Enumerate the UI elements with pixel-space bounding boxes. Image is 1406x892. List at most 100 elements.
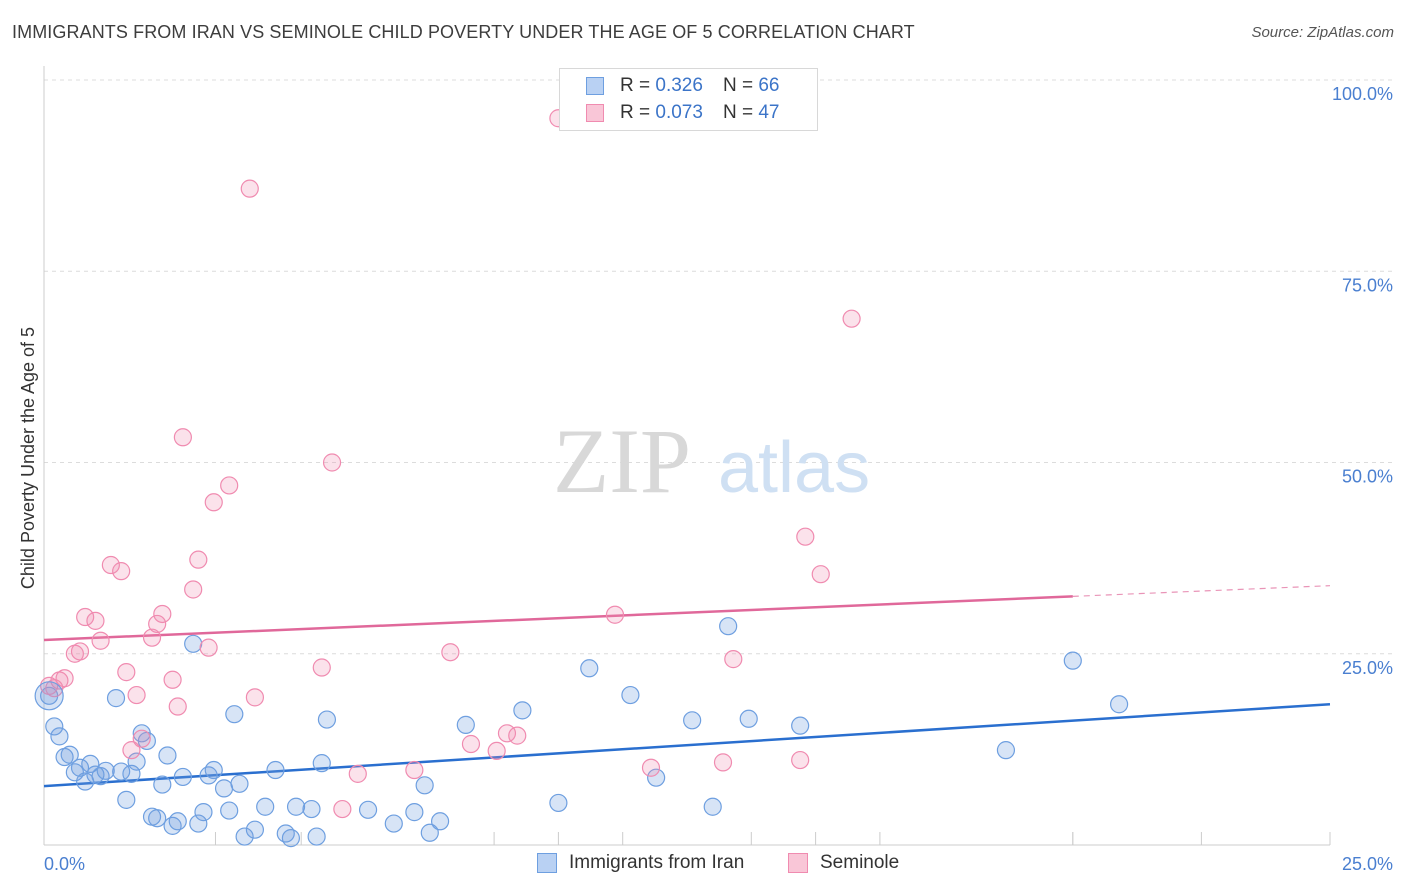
point-seminole xyxy=(348,764,367,783)
watermark-atlas: atlas xyxy=(718,428,870,508)
point-iran xyxy=(791,716,810,735)
point-iran xyxy=(220,801,239,820)
point-iran xyxy=(158,746,177,765)
trend-line-seminole-extension xyxy=(1072,585,1331,597)
legend-row-seminole: R = 0.073 N = 47 xyxy=(586,102,779,124)
point-iran xyxy=(513,701,532,720)
point-iran xyxy=(358,800,378,819)
point-iran xyxy=(384,814,403,833)
point-seminole xyxy=(333,799,352,819)
trend-line-seminole xyxy=(43,595,1073,642)
point-seminole xyxy=(101,555,120,575)
point-iran xyxy=(647,768,666,787)
point-seminole xyxy=(148,614,167,634)
y-tick-label: 100.0% xyxy=(1332,84,1393,104)
point-iran xyxy=(173,767,192,787)
point-iran xyxy=(415,776,434,795)
bottom-legend-swatch-iran xyxy=(537,853,557,873)
y-tick-label: 75.0% xyxy=(1342,275,1393,295)
point-seminole xyxy=(461,734,481,754)
point-iran xyxy=(225,705,244,724)
point-seminole xyxy=(168,697,187,716)
point-iran xyxy=(281,829,301,848)
point-iran xyxy=(456,715,475,734)
point-iran xyxy=(148,809,167,828)
point-seminole xyxy=(122,741,141,760)
point-iran xyxy=(266,760,285,780)
y-axis-label: Child Poverty Under the Age of 5 xyxy=(18,327,38,589)
point-iran xyxy=(739,709,758,728)
legend-r-value: 0.326 xyxy=(655,75,703,96)
point-iran xyxy=(127,752,146,771)
point-seminole xyxy=(405,760,424,780)
point-iran xyxy=(189,814,208,833)
point-iran xyxy=(214,779,234,798)
point-seminole xyxy=(153,604,172,624)
legend-n-value: 66 xyxy=(758,75,780,96)
point-iran xyxy=(286,797,306,816)
watermark: ZIP atlas xyxy=(553,410,870,512)
point-iran xyxy=(430,812,450,831)
point-iran xyxy=(302,799,321,819)
point-iran xyxy=(703,797,722,816)
legend-n-label: N = xyxy=(722,75,754,96)
point-seminole xyxy=(127,685,146,705)
point-iran xyxy=(199,766,218,785)
chart-title: IMMIGRANTS FROM IRAN VS SEMINOLE CHILD P… xyxy=(12,22,915,42)
point-seminole xyxy=(76,607,95,627)
point-iran xyxy=(420,823,439,842)
source-label: Source: ZipAtlas.com xyxy=(1251,24,1394,41)
legend-row-iran: R = 0.326 N = 66 xyxy=(586,75,779,97)
point-seminole xyxy=(791,750,810,770)
point-seminole xyxy=(605,605,625,624)
point-seminole xyxy=(132,729,151,748)
point-seminole xyxy=(641,758,661,777)
point-seminole xyxy=(189,550,208,569)
point-iran xyxy=(184,634,203,653)
legend-swatch-seminole xyxy=(586,104,604,122)
point-iran xyxy=(996,741,1016,760)
point-iran xyxy=(117,790,136,809)
point-iran xyxy=(317,710,337,729)
tick-labels: 25.0% 50.0% 75.0% 100.0% 0.0% 25.0% xyxy=(44,84,1393,874)
point-iran xyxy=(307,827,326,846)
point-iran xyxy=(230,774,249,793)
bottom-legend-seminole: Seminole xyxy=(788,852,899,874)
bottom-legend-label-seminole: Seminole xyxy=(820,852,900,873)
point-iran xyxy=(70,758,90,777)
legend-n-value: 47 xyxy=(758,102,780,123)
point-iran xyxy=(96,761,115,780)
point-iran xyxy=(256,797,275,816)
point-seminole xyxy=(796,527,815,546)
point-seminole xyxy=(240,179,259,198)
legend-n-label: N = xyxy=(722,102,754,123)
y-tick-label: 50.0% xyxy=(1342,467,1393,487)
point-seminole xyxy=(204,493,223,512)
y-tick-label: 25.0% xyxy=(1342,658,1393,678)
legend-r-label: R = xyxy=(620,75,651,96)
point-iran-cluster xyxy=(34,681,64,711)
point-seminole xyxy=(199,638,218,657)
x-tick-label: 0.0% xyxy=(44,854,85,874)
bottom-legend-iran: Immigrants from Iran xyxy=(537,852,744,874)
point-seminole xyxy=(142,628,162,647)
point-seminole xyxy=(184,580,203,599)
point-iran xyxy=(683,711,702,730)
legend-r-label: R = xyxy=(620,102,651,123)
point-iran xyxy=(91,767,110,786)
point-seminole xyxy=(312,658,331,677)
point-seminole xyxy=(173,428,192,447)
point-iran xyxy=(621,685,640,705)
point-seminole xyxy=(713,753,733,772)
point-iran xyxy=(60,745,79,764)
point-iran xyxy=(194,803,213,822)
point-iran xyxy=(1063,651,1082,670)
point-iran xyxy=(81,754,100,774)
trend-line-iran xyxy=(43,702,1331,788)
point-seminole xyxy=(91,631,110,650)
point-seminole xyxy=(487,741,506,761)
point-iran xyxy=(549,793,568,813)
point-iran xyxy=(580,659,599,678)
x-tick-label: 25.0% xyxy=(1342,854,1393,874)
